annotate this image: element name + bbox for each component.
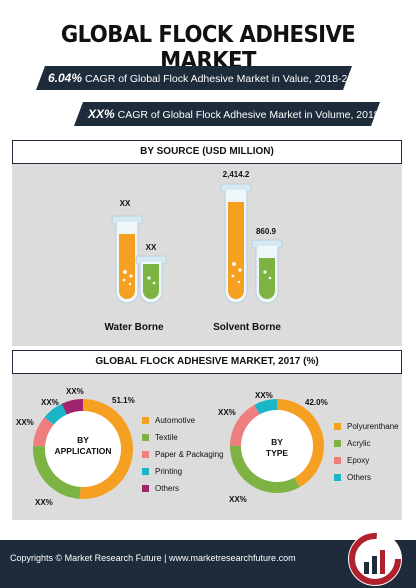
legend-label: Automotive [155,416,196,425]
donut-type-center-label: BY TYPE [252,437,302,459]
slice-label-others-type: XX% [255,391,273,400]
donut-slice-automotive [79,399,133,499]
legend-label: Polyurenthane [347,422,399,431]
donut-slice-textile [32,445,81,499]
cagr-value-banner: 6.04% CAGR of Global Flock Adhesive Mark… [36,66,352,90]
donut-slice-polyurenthane [277,399,324,488]
slice-label-textile: XX% [35,498,53,507]
test-tube-water-1 [111,215,143,304]
donut-slice-others [61,399,83,415]
donut-slice-acrylic [230,446,300,493]
donut-hole [45,411,121,487]
source-chart-title: BY SOURCE (USD MILLION) [12,140,402,164]
center-label-line: APPLICATION [54,446,112,456]
legend-swatch [334,423,341,430]
page-title: GLOBAL FLOCK ADHESIVE MARKET [60,22,356,74]
slice-label-paper-packaging: XX% [16,418,34,427]
slice-label-acrylic: XX% [229,495,247,504]
legend-item: Automotive [142,412,224,429]
data-label-water-1: XX [119,199,131,208]
test-tube-solvent-2 [251,239,283,304]
legend-label: Printing [155,467,183,476]
share-chart-title: GLOBAL FLOCK ADHESIVE MARKET, 2017 (%) [12,350,402,374]
legend-item: Epoxy [334,452,399,469]
legend-swatch [142,434,149,441]
slice-label-automotive: 51.1% [112,396,135,405]
legend-swatch [142,417,149,424]
legend-by-type: Polyurenthane Acrylic Epoxy Others [334,418,399,486]
legend-item: Polyurenthane [334,418,399,435]
cagr-value-text: CAGR of Global Flock Adhesive Market in … [82,73,365,85]
data-label-solvent-2: 860.9 [255,227,277,236]
slice-label-epoxy: XX% [218,408,236,417]
center-label-line: BY [77,435,89,445]
bar-solvent-borne-1 [228,202,244,299]
legend-label: Textile [155,433,178,442]
cagr-value-figure: 6.04% [48,71,83,85]
cagr-volume-text: CAGR of Global Flock Adhesive Market in … [114,109,407,121]
donut-slice-printing [44,403,67,425]
slice-label-others: XX% [66,387,84,396]
bar-water-borne-2 [143,264,159,299]
donut-slice-epoxy [230,404,260,446]
legend-by-application: Automotive Textile Paper & Packaging Pri… [142,412,224,497]
legend-label: Epoxy [347,456,370,465]
legend-item: Textile [142,429,224,446]
legend-swatch [334,474,341,481]
legend-item: Others [334,469,399,486]
legend-item: Acrylic [334,435,399,452]
category-label-water-borne: Water Borne [104,322,164,333]
data-label-solvent-1: 2,414.2 [222,170,250,179]
donut-application-center-label: BY APPLICATION [53,435,113,457]
legend-swatch [142,451,149,458]
legend-label: Others [347,473,372,482]
bubbles [122,262,272,286]
center-label-line: TYPE [265,448,289,458]
legend-label: Others [155,484,180,493]
source-panel [12,140,402,346]
source-chart [111,183,283,304]
bar-solvent-borne-2 [259,258,275,299]
legend-item: Paper & Packaging [142,446,224,463]
legend-swatch [142,468,149,475]
donut-slice-others [254,399,277,415]
donut-by-application [32,399,133,499]
bar-water-borne-1 [119,234,135,299]
footer: Copyrights © Market Research Future | ww… [0,540,416,588]
donut-hole [241,410,313,482]
test-tube-solvent-1 [220,183,252,304]
legend-item: Others [142,480,224,497]
mrfr-logo-icon [348,532,402,586]
slice-label-polyurenthane: 42.0% [305,398,328,407]
center-label-line: BY [271,437,283,447]
slice-label-printing: XX% [41,398,59,407]
legend-swatch [142,485,149,492]
cagr-volume-banner: XX% CAGR of Global Flock Adhesive Market… [74,102,380,126]
test-tube-water-2 [135,255,167,304]
donut-by-type [230,399,324,493]
footer-text: Copyrights © Market Research Future | ww… [10,553,296,563]
legend-swatch [334,440,341,447]
cagr-volume-figure: XX% [88,107,115,121]
category-label-solvent-borne: Solvent Borne [213,322,281,333]
data-label-water-2: XX [145,243,157,252]
legend-swatch [334,457,341,464]
legend-label: Paper & Packaging [155,450,224,459]
donut-charts [32,399,324,499]
legend-label: Acrylic [347,439,371,448]
legend-item: Printing [142,463,224,480]
donut-slice-paper-packaging [33,417,54,447]
